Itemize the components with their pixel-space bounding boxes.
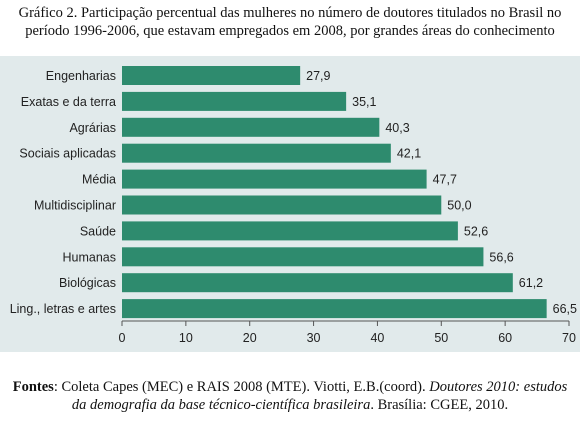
data-label: 35,1 — [352, 95, 376, 109]
data-label: 52,6 — [464, 224, 488, 238]
chart-title: Gráfico 2. Participação percentual das m… — [18, 5, 562, 39]
category-label: Exatas e da terra — [21, 95, 116, 109]
source-note: Fontes: Coleta Capes (MEC) e RAIS 2008 (… — [4, 378, 576, 414]
x-tick-label: 40 — [370, 331, 384, 345]
category-label: Agrárias — [69, 121, 116, 135]
bar — [122, 169, 427, 189]
data-label: 56,6 — [489, 250, 513, 264]
data-label: 50,0 — [447, 199, 471, 213]
data-label: 47,7 — [433, 173, 457, 187]
bar — [122, 247, 484, 267]
x-tick-label: 30 — [307, 331, 321, 345]
data-label: 42,1 — [397, 147, 421, 161]
category-label: Biológicas — [59, 276, 116, 290]
x-tick-label: 10 — [179, 331, 193, 345]
bar-chart: Engenharias 27,9 Exatas e da terra 35,1 Agrá… — [10, 66, 577, 345]
source-text-2: . Brasília: CGEE, 2010. — [370, 397, 509, 413]
bar — [122, 195, 442, 215]
x-tick-label: 70 — [562, 331, 576, 345]
category-label: Ling., letras e artes — [10, 302, 116, 316]
bar — [122, 221, 458, 241]
bar — [122, 143, 391, 163]
x-tick-label: 50 — [434, 331, 448, 345]
bar — [122, 117, 380, 137]
bar — [122, 66, 301, 85]
x-tick-label: 0 — [119, 331, 126, 345]
data-label: 61,2 — [519, 276, 543, 290]
data-label: 27,9 — [306, 69, 330, 83]
category-label: Média — [82, 173, 116, 187]
data-label: 66,5 — [553, 302, 577, 316]
category-label: Saúde — [80, 224, 116, 238]
category-label: Sociais aplicadas — [19, 147, 116, 161]
bar — [122, 91, 347, 111]
data-label: 40,3 — [385, 121, 409, 135]
category-label: Humanas — [63, 250, 117, 264]
category-label: Multidisciplinar — [34, 199, 116, 213]
source-title: Doutores 2010: estudos da demografia da … — [71, 379, 568, 413]
bar — [122, 299, 547, 319]
source-label: Fontes — [12, 379, 54, 395]
x-tick-label: 60 — [498, 331, 512, 345]
bar — [122, 273, 513, 293]
source-text-1: : Coleta Capes (MEC) e RAIS 2008 (MTE). … — [53, 379, 430, 395]
category-label: Engenharias — [46, 69, 116, 83]
x-tick-label: 20 — [243, 331, 257, 345]
